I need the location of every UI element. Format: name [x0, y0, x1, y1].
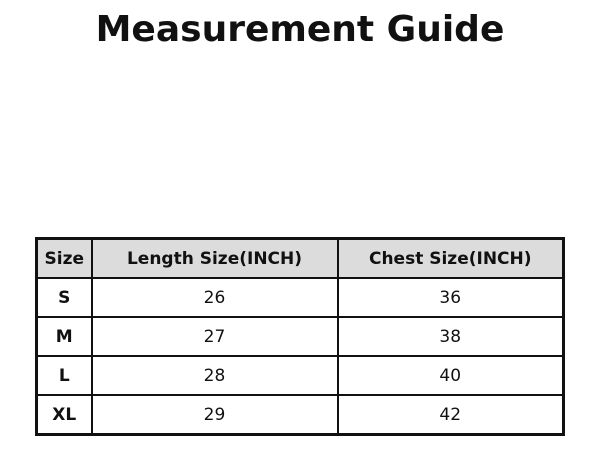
chest-cell: 42 — [336, 394, 565, 436]
table-row: M 27 38 — [35, 316, 565, 357]
size-cell: S — [35, 277, 93, 318]
header-chest: Chest Size(INCH) — [336, 237, 565, 279]
size-cell: XL — [35, 394, 93, 436]
header-size: Size — [35, 237, 93, 279]
size-cell: M — [35, 316, 93, 357]
chest-cell: 38 — [336, 316, 565, 357]
table-row: XL 29 42 — [35, 394, 565, 436]
page-title: Measurement Guide — [95, 9, 505, 50]
length-cell: 28 — [90, 355, 339, 396]
chest-cell: 40 — [336, 355, 565, 396]
table-row: L 28 40 — [35, 355, 565, 396]
header-length: Length Size(INCH) — [90, 237, 339, 279]
length-cell: 27 — [90, 316, 339, 357]
measurement-table: Size Length Size(INCH) Chest Size(INCH) … — [35, 237, 565, 436]
length-cell: 26 — [90, 277, 339, 318]
length-cell: 29 — [90, 394, 339, 436]
table-header-row: Size Length Size(INCH) Chest Size(INCH) — [35, 237, 565, 279]
chest-cell: 36 — [336, 277, 565, 318]
size-cell: L — [35, 355, 93, 396]
table-row: S 26 36 — [35, 277, 565, 318]
